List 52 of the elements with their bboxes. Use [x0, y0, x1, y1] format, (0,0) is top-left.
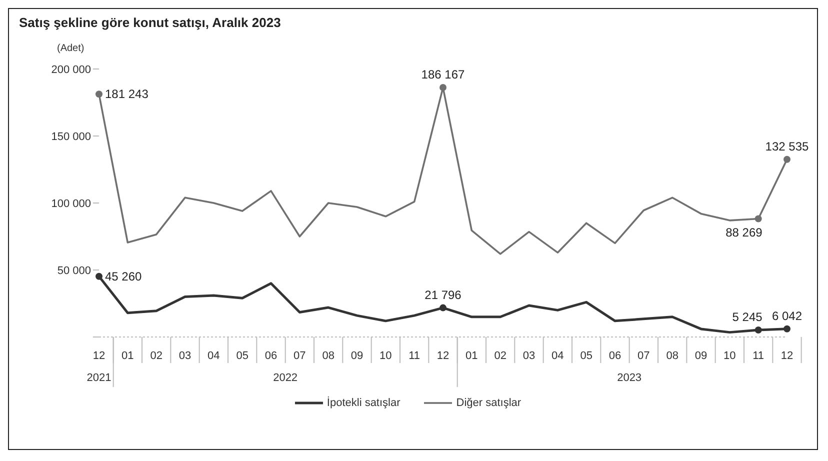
x-tick-label: 12 — [780, 350, 794, 362]
point — [784, 325, 790, 332]
y-axis-title: (Adet) — [57, 43, 84, 54]
data-label: 181 243 — [105, 87, 149, 102]
point — [96, 90, 102, 98]
x-tick-label: 06 — [608, 350, 622, 362]
x-tick-label: 03 — [178, 350, 192, 362]
legend-label: İpotekli satışlar — [326, 397, 400, 409]
x-tick-label: 06 — [264, 350, 278, 362]
x-tick-label: 10 — [724, 350, 736, 362]
chart-title: Satış şekline göre konut satışı, Aralık 2023 — [19, 15, 281, 30]
data-label: 132 535 — [765, 139, 810, 154]
text: 2022 — [273, 372, 298, 384]
y-tick-label: 150 000 — [51, 130, 91, 143]
data-label: 45 260 — [105, 269, 142, 284]
x-tick-label: 02 — [494, 350, 506, 362]
x-tick-label: 04 — [208, 350, 220, 362]
data-label: 5 245 — [732, 310, 763, 324]
x-tick-label: 12 — [92, 350, 106, 362]
x-tick-label: 10 — [380, 350, 392, 362]
data-label: 186 167 — [421, 68, 466, 82]
point — [96, 272, 102, 280]
text: 2021 — [86, 372, 112, 384]
point — [440, 84, 446, 92]
x-tick-label: 11 — [408, 350, 420, 362]
x-tick-label: 07 — [638, 350, 650, 362]
point — [754, 326, 762, 334]
x-tick-label: 08 — [666, 350, 678, 362]
y-tick-label: 100 000 — [51, 198, 91, 210]
x-tick-label: 01 — [122, 350, 134, 362]
x-tick-label: 01 — [466, 350, 478, 362]
x-tick-label: 07 — [294, 350, 306, 362]
y-tick-label: 50 000 — [57, 264, 91, 277]
x-tick-label: 08 — [322, 350, 334, 362]
data-label: 6 042 — [772, 308, 802, 323]
point — [440, 304, 446, 312]
x-tick-label: 12 — [436, 350, 450, 362]
x-tick-label: 05 — [580, 350, 592, 362]
x-tick-label: 03 — [522, 350, 536, 362]
text: 2023 — [617, 372, 642, 384]
legend-label: Diğer satışlar — [455, 397, 522, 409]
x-tick-label: 05 — [236, 350, 248, 362]
y-tick-label: 200 000 — [51, 64, 91, 76]
x-tick-label: 04 — [552, 350, 564, 362]
data-label: 88 269 — [726, 226, 763, 240]
point — [754, 215, 762, 222]
x-tick-label: 09 — [350, 350, 364, 362]
x-tick-label: 11 — [752, 350, 764, 362]
point — [784, 156, 790, 163]
x-tick-label: 09 — [694, 350, 708, 362]
x-tick-label: 02 — [150, 350, 162, 362]
data-label: 21 796 — [424, 288, 462, 302]
